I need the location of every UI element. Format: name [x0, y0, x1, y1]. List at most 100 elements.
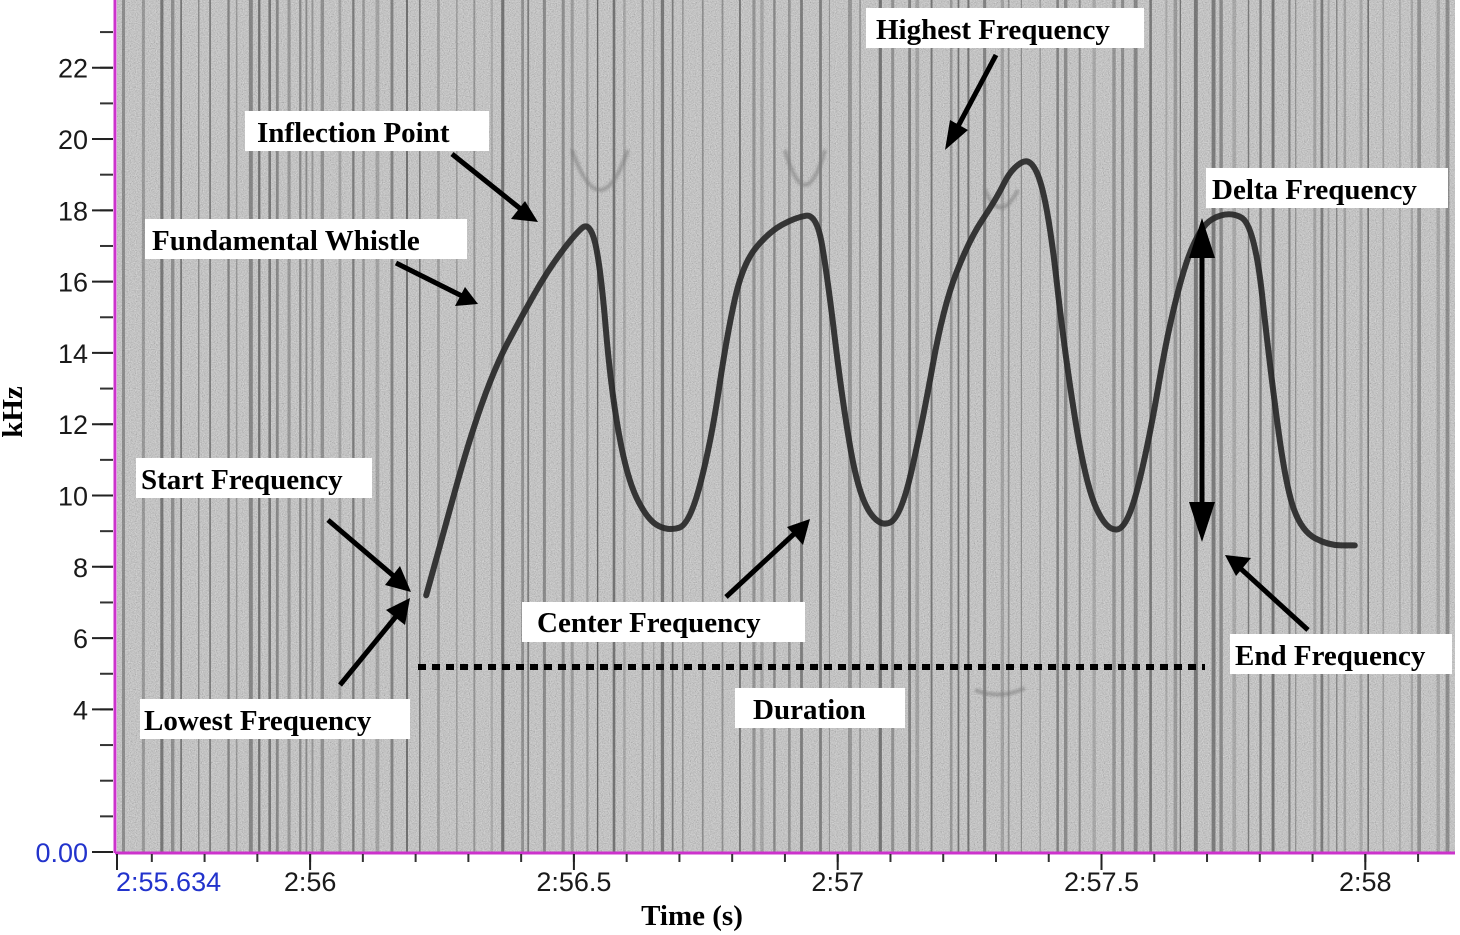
harmonic-arc: [974, 686, 1026, 697]
noise-stripe: [1211, 0, 1216, 852]
noise-stripe: [141, 0, 145, 852]
noise-stripe: [1445, 0, 1450, 852]
y-tick-label: 20: [58, 125, 88, 155]
delta-arrow-head-bottom: [1189, 502, 1215, 542]
noise-stripe: [362, 0, 365, 852]
label-lowest-frequency: Lowest Frequency: [140, 699, 410, 739]
y-tick-label: 0.00: [35, 838, 88, 868]
label-start-frequency: Start Frequency: [136, 458, 372, 498]
noise-stripe: [1399, 0, 1401, 852]
noise-stripe: [320, 0, 324, 852]
noise-stripe: [760, 0, 764, 852]
noise-stripe: [660, 0, 665, 852]
noise-stripe: [1295, 0, 1297, 852]
noise-stripe: [198, 0, 200, 852]
x-tick-label: 2:56.5: [536, 867, 611, 897]
label-duration: Duration: [735, 688, 905, 728]
label-text: Fundamental Whistle: [152, 225, 420, 257]
noise-stripe: [1112, 0, 1116, 852]
arrow-lowest-frequency: [338, 612, 400, 687]
y-axis-title: kHz: [0, 386, 29, 438]
noise-stripe: [406, 0, 408, 852]
noise-stripe: [258, 0, 261, 852]
label-highest-frequency: Highest Frequency: [866, 8, 1144, 48]
noise-stripe: [1078, 0, 1081, 852]
noise-stripe: [268, 0, 271, 852]
noise-stripe: [570, 0, 574, 852]
label-box: [1206, 168, 1448, 208]
arrow-inflection-point: [450, 152, 524, 212]
x-tick-label: 2:56: [284, 867, 337, 897]
noise-stripe: [419, 0, 421, 852]
x-axis-ticks: 2:55.634 2:56 2:56.5 2:57 2:57.5 2:58: [116, 854, 1420, 897]
label-box: [140, 699, 410, 739]
noise-stripe: [596, 0, 599, 852]
noise-stripe: [1417, 0, 1421, 852]
noise-stripe: [788, 0, 791, 852]
noise-stripe: [1327, 0, 1330, 852]
noise-stripe: [352, 0, 355, 852]
noise-stripe: [1382, 0, 1385, 852]
harmonic-arc: [570, 149, 630, 192]
y-tick-label: 8: [73, 553, 88, 583]
noise-stripe: [1259, 0, 1262, 852]
noise-stripe: [773, 0, 776, 852]
noise-stripe: [1313, 0, 1317, 852]
noise-stripe: [1359, 0, 1363, 852]
noise-stripe: [949, 0, 953, 852]
noise-stripe: [501, 0, 505, 852]
noise-stripe: [983, 0, 987, 852]
noise-stripe: [957, 0, 960, 852]
faint-harmonics: [570, 149, 1026, 697]
label-box: [145, 219, 467, 259]
arrow-head: [787, 519, 810, 545]
arrow-fundamental-whistle: [394, 260, 464, 299]
noise-stripe: [1000, 0, 1004, 852]
x-tick-label: 2:57.5: [1064, 867, 1139, 897]
noise-stripe: [1271, 0, 1275, 852]
noise-stripe: [800, 0, 803, 852]
noise-stripe: [542, 0, 546, 852]
harmonic-arc: [783, 149, 827, 187]
noise-stripe: [235, 0, 238, 852]
x-tick-label: 2:55.634: [116, 867, 221, 897]
noise-stripe: [287, 0, 291, 852]
delta-frequency-arrow: [1189, 218, 1215, 542]
noise-stripe: [275, 0, 279, 852]
noise-stripe: [1007, 0, 1010, 852]
noise-stripe: [848, 0, 852, 852]
noise-stripe: [1193, 0, 1198, 852]
noise-stripe: [1173, 0, 1178, 852]
noise-stripe: [819, 0, 822, 852]
label-text: Inflection Point: [257, 117, 450, 149]
noise-stripe: [586, 0, 589, 852]
arrow-head: [945, 120, 968, 150]
y-axis-ticks: 0.00 4 6 8 10 12 14 16 18 20 22: [35, 31, 113, 868]
noise-stripe: [1179, 0, 1181, 852]
y-tick-label: 14: [58, 339, 88, 369]
noise-stripe: [1092, 0, 1096, 852]
noise-stripe: [1219, 0, 1223, 852]
noise-stripe: [375, 0, 380, 852]
noise-stripe: [1320, 0, 1324, 852]
noise-stripe: [1064, 0, 1068, 852]
noise-stripe: [490, 0, 493, 852]
noise-stripe: [209, 0, 211, 852]
noise-stripe: [160, 0, 164, 852]
noise-stripe: [1133, 0, 1138, 852]
noise-stripe: [891, 0, 895, 852]
noise-stripe: [248, 0, 253, 852]
x-tick-label: 2:58: [1339, 867, 1392, 897]
label-box: [136, 458, 372, 498]
label-text: Center Frequency: [537, 607, 761, 639]
noise-stripe: [701, 0, 704, 852]
y-tick-label: 10: [58, 482, 88, 512]
noise-stripe: [305, 0, 308, 852]
label-box: [866, 8, 1144, 48]
y-tick-label: 6: [73, 624, 88, 654]
arrow-head: [385, 566, 411, 592]
noise-stripe: [653, 0, 655, 852]
y-tick-label: 22: [58, 54, 88, 84]
